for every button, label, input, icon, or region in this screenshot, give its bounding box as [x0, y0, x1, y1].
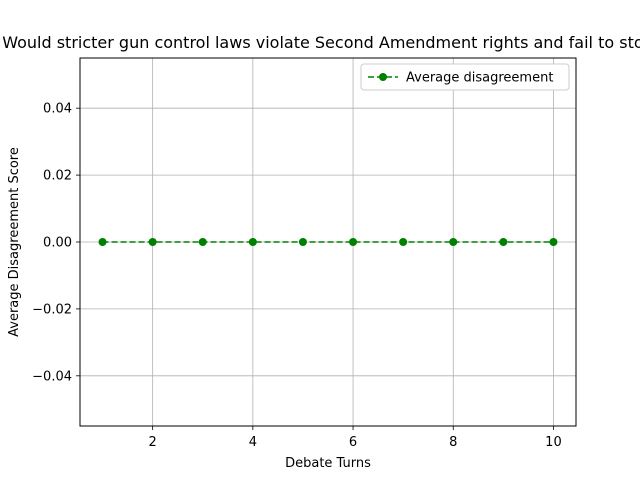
y-tick-label: −0.02 [32, 302, 72, 317]
x-tick-label: 2 [149, 435, 157, 450]
data-point [449, 238, 458, 246]
y-tick-label: −0.04 [32, 369, 72, 384]
x-tick-label: 10 [545, 435, 562, 450]
y-tick-label: 0.04 [43, 102, 72, 117]
legend-label: Average disagreement [406, 71, 553, 86]
x-tick-label: 6 [349, 435, 357, 450]
chart-title: Would stricter gun control laws violate … [2, 33, 640, 52]
axis-ticks: 2 4 6 8 10 −0.04 −0.02 0.00 0.02 0.04 [32, 102, 562, 450]
y-tick-label: 0.00 [43, 236, 72, 251]
y-axis-label: Average Disagreement Score [7, 147, 22, 337]
data-point [248, 238, 257, 246]
data-point [198, 238, 207, 246]
legend-marker [379, 73, 387, 81]
data-point [549, 238, 558, 246]
plot-series [98, 238, 558, 246]
x-tick-label: 8 [449, 435, 457, 450]
y-tick-label: 0.02 [43, 169, 72, 184]
data-point [499, 238, 508, 246]
data-point [98, 238, 107, 246]
x-axis-label: Debate Turns [285, 456, 371, 471]
data-point [298, 238, 307, 246]
data-point [349, 238, 358, 246]
data-point [399, 238, 408, 246]
data-point [148, 238, 157, 246]
legend: Average disagreement [360, 63, 570, 91]
legend-box [360, 63, 570, 91]
x-tick-label: 4 [249, 435, 257, 450]
